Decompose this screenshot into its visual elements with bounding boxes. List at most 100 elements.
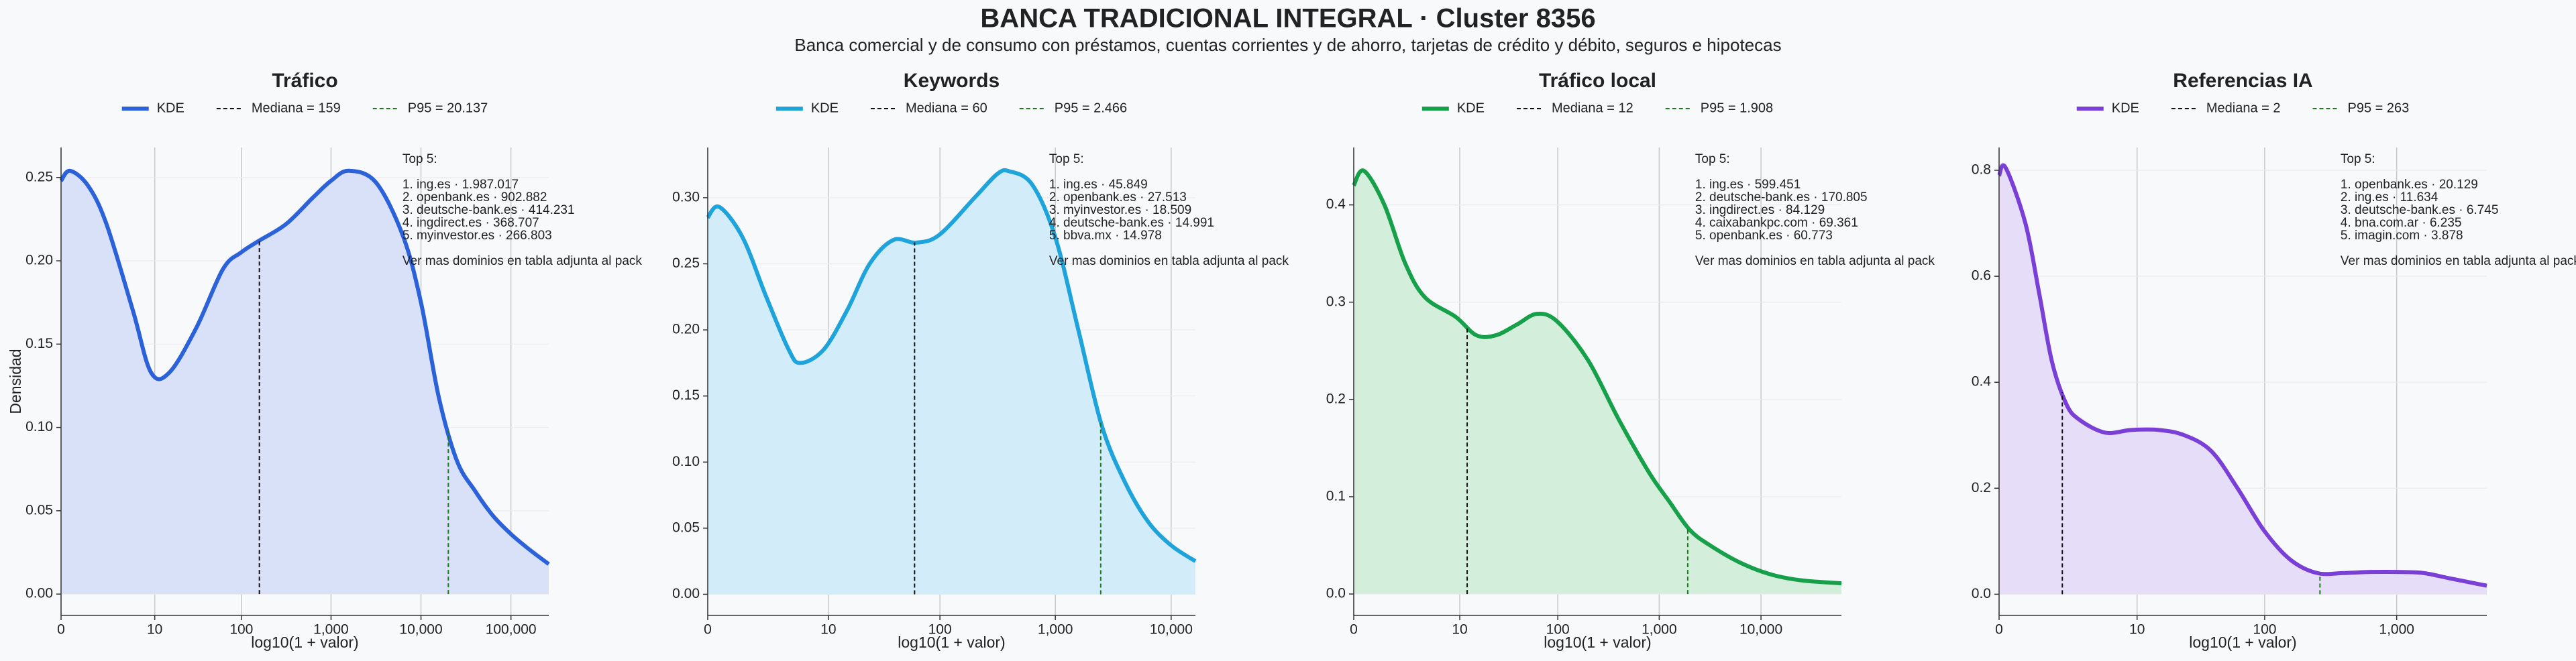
annotation-note: Ver mas dominios en tabla adjunta al pac…	[2341, 254, 2576, 268]
top5-item: 2. openbank.es · 27.513	[1049, 190, 1187, 204]
kde-line	[59, 168, 550, 566]
y-tick-label: 0.00	[25, 586, 53, 601]
y-tick-label: 0.8	[1972, 162, 1991, 178]
top5-item: 2. openbank.es · 902.882	[402, 190, 547, 204]
subplot-title: Keywords	[904, 70, 1000, 92]
legend-label: Mediana = 60	[906, 101, 987, 115]
y-tick-label: 0.00	[672, 586, 700, 601]
kde-area	[1354, 170, 1841, 595]
x-tick-label: 10	[147, 622, 162, 638]
top5-title: Top 5:	[1049, 152, 1084, 166]
top5-title: Top 5:	[1695, 152, 1730, 166]
x-tick-label: 100	[1546, 622, 1570, 638]
legend: KDE Mediana = 159 P95 = 20.137	[121, 101, 488, 115]
annotation-note: Ver mas dominios en tabla adjunta al pac…	[1695, 254, 1935, 268]
y-tick-label: 0.05	[25, 502, 53, 518]
x-tick-label: 0	[704, 622, 712, 638]
x-tick-label: 10,000	[1739, 622, 1782, 638]
x-tick-label: 100,000	[486, 622, 537, 638]
kde-area	[61, 170, 549, 595]
y-tick-label: 0.30	[672, 189, 700, 204]
top5-title: Top 5:	[402, 152, 437, 166]
y-tick-label: 0.2	[1326, 391, 1346, 406]
kde-area	[708, 170, 1195, 595]
legend: KDE Mediana = 60 P95 = 2.466	[775, 101, 1127, 115]
y-tick-label: 0.6	[1972, 268, 1991, 284]
figure-title: BANCA TRADICIONAL INTEGRAL · Cluster 835…	[980, 4, 1595, 34]
y-tick-label: 0.25	[672, 255, 700, 271]
x-tick-label: 100	[2253, 622, 2276, 638]
legend-label: Mediana = 2	[2206, 101, 2281, 115]
annotation-note: Ver mas dominios en tabla adjunta al pac…	[1049, 254, 1289, 268]
y-tick-label: 0.15	[672, 387, 700, 403]
top5-item: 5. myinvestor.es · 266.803	[402, 229, 552, 243]
y-tick-label: 0.20	[25, 253, 53, 268]
top5-title: Top 5:	[2341, 152, 2375, 166]
legend-label: KDE	[157, 101, 184, 115]
subplot-title: Tráfico local	[1539, 70, 1656, 92]
top5-item: 5. openbank.es · 60.773	[1695, 229, 1833, 243]
top5-item: 3. deutsche-bank.es · 6.745	[2341, 203, 2499, 217]
y-tick-label: 0.15	[25, 336, 53, 351]
top5-item: 5. bbva.mx · 14.978	[1049, 229, 1162, 243]
top5-item: 3. myinvestor.es · 18.509	[1049, 203, 1191, 217]
subplot-title: Tráfico	[272, 70, 337, 92]
figure-subtitle: Banca comercial y de consumo con préstam…	[794, 35, 1781, 55]
legend-label: P95 = 20.137	[408, 101, 488, 115]
top5-item: 1. ing.es · 1.987.017	[402, 178, 519, 192]
y-tick-label: 0.10	[672, 454, 700, 469]
annotation-note: Ver mas dominios en tabla adjunta al pac…	[402, 254, 642, 268]
legend-label: Mediana = 12	[1552, 101, 1633, 115]
top5-item: 1. ing.es · 45.849	[1049, 178, 1148, 192]
kde-line	[706, 168, 1197, 563]
x-tick-label: 0	[1350, 622, 1358, 638]
kde-area	[1999, 165, 2487, 595]
x-tick-label: 1,000	[2379, 622, 2414, 638]
y-tick-label: 0.10	[25, 419, 53, 434]
kde-line	[1997, 163, 2487, 588]
top5-item: 4. bna.com.ar · 6.235	[2341, 216, 2462, 230]
legend-label: KDE	[811, 101, 839, 115]
y-tick-label: 0.4	[1326, 196, 1346, 212]
x-tick-label: 10,000	[399, 622, 442, 638]
x-tick-label: 0	[1995, 622, 2003, 638]
y-tick-label: 0.20	[672, 322, 700, 337]
top5-item: 4. deutsche-bank.es · 14.991	[1049, 216, 1214, 230]
top5-item: 4. ingdirect.es · 368.707	[402, 216, 539, 230]
y-tick-label: 0.0	[1326, 586, 1346, 601]
kde-line	[1352, 168, 1842, 586]
top5-item: 2. ing.es · 11.634	[2341, 190, 2438, 204]
x-tick-label: 10	[820, 622, 836, 638]
x-tick-label: 10	[2129, 622, 2145, 638]
y-tick-label: 0.05	[672, 520, 700, 535]
x-tick-label: 1,000	[1642, 622, 1677, 638]
legend-label: P95 = 263	[2348, 101, 2410, 115]
y-tick-label: 0.1	[1326, 489, 1346, 504]
y-tick-label: 0.3	[1326, 294, 1346, 309]
top5-item: 2. deutsche-bank.es · 170.805	[1695, 190, 1868, 204]
x-axis-label: log10(1 + valor)	[898, 634, 1005, 651]
y-axis-label: Densidad	[7, 349, 24, 414]
legend-label: P95 = 2.466	[1055, 101, 1127, 115]
legend: KDE Mediana = 2 P95 = 263	[2076, 101, 2410, 115]
legend-label: P95 = 1.908	[1701, 101, 1773, 115]
top5-item: 3. ingdirect.es · 84.129	[1695, 203, 1825, 217]
y-tick-label: 0.2	[1972, 480, 1991, 495]
x-tick-label: 0	[57, 622, 65, 638]
y-tick-label: 0.4	[1972, 374, 1992, 389]
y-tick-label: 0.25	[25, 169, 53, 184]
x-tick-label: 100	[229, 622, 253, 638]
legend-label: Mediana = 159	[252, 101, 341, 115]
x-axis-label: log10(1 + valor)	[1544, 634, 1651, 651]
x-axis-label: log10(1 + valor)	[251, 634, 358, 651]
x-tick-label: 1,000	[1038, 622, 1073, 638]
legend-label: KDE	[2112, 101, 2139, 115]
x-tick-label: 10	[1452, 622, 1467, 638]
x-tick-label: 10,000	[1150, 622, 1193, 638]
y-tick-label: 0.0	[1972, 586, 1991, 601]
x-axis-label: log10(1 + valor)	[2189, 634, 2296, 651]
subplot-title: Referencias IA	[2173, 70, 2312, 92]
legend-label: KDE	[1457, 101, 1485, 115]
